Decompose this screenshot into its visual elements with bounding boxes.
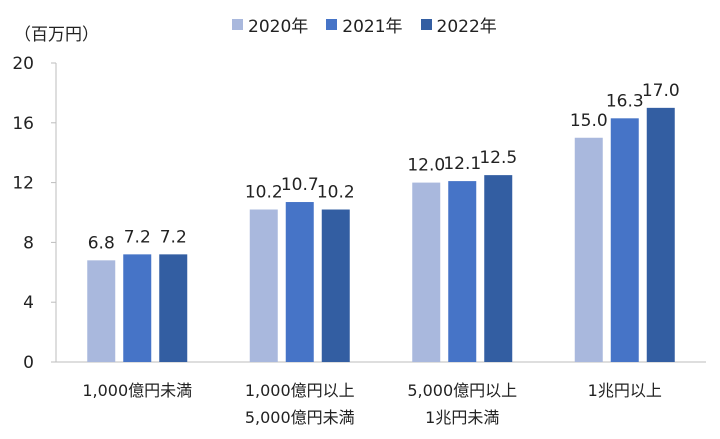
x-category-label: 1,000億円以上 [245,381,355,400]
bar-2022年-1 [321,209,350,362]
data-label: 16.3 [606,91,644,111]
x-category-label: 1兆円未満 [425,408,499,427]
bar-2021年-1 [285,202,314,362]
bar-2020年-3 [574,137,603,362]
legend-label-2022: 2022年 [436,17,497,37]
legend-item-2022: 2022年 [420,12,497,37]
bar-2021年-0 [123,254,152,362]
x-category-label: 1,000億円未満 [82,381,192,400]
bar-2020年-0 [87,260,116,362]
x-category-label: 5,000億円以上 [407,381,517,400]
y-tick-label: 20 [12,54,34,74]
legend-swatch-2021 [326,19,338,30]
bar-2021年-2 [448,181,477,362]
data-label: 10.2 [317,183,355,203]
x-category-label: 1兆円以上 [588,381,662,400]
data-label: 12.5 [479,148,517,168]
legend-label-2021: 2021年 [342,17,403,37]
data-label: 10.7 [281,175,319,195]
y-tick-label: 16 [12,114,34,134]
data-label: 12.1 [443,154,481,174]
bar-2020年-1 [249,209,278,362]
y-tick-label: 0 [23,353,34,373]
data-label: 10.2 [245,183,283,203]
data-label: 17.0 [642,81,680,101]
legend-swatch-2020 [232,19,243,30]
data-label: 7.2 [160,227,187,247]
legend-label-2020: 2020年 [248,17,309,37]
bar-2020年-2 [412,182,441,362]
legend-item-2021: 2021年 [326,12,403,37]
legend-item-2020: 2020年 [232,12,308,37]
bar-2021年-3 [610,118,639,362]
data-label: 7.2 [124,227,151,247]
bar-2022年-3 [646,107,675,362]
bar-2022年-0 [159,254,188,362]
data-label: 12.0 [407,156,445,176]
y-tick-label: 12 [12,174,34,194]
legend-swatch-2022 [420,19,432,30]
x-category-label: 5,000億円未満 [245,408,355,427]
y-tick-label: 4 [23,293,34,313]
data-label: 6.8 [88,233,115,253]
y-axis-unit-label: （百万円） [14,25,99,45]
legend: 2020年 2021年 2022年 [232,12,497,37]
data-label: 15.0 [570,111,608,131]
bar-2022年-2 [484,175,513,362]
y-tick-label: 8 [23,233,34,253]
